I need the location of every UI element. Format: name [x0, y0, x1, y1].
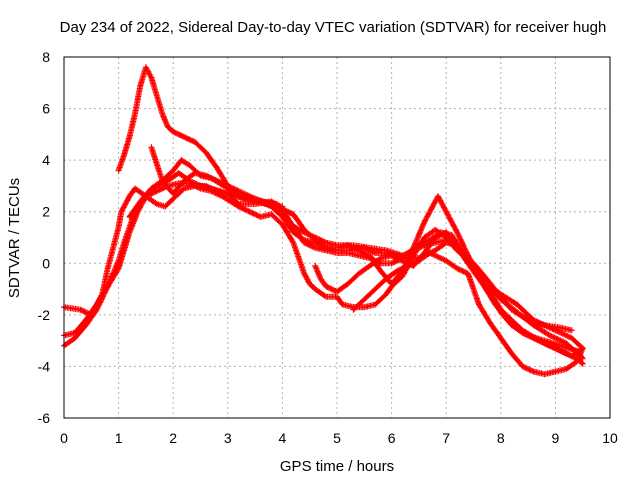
y-tick-label: 0: [42, 255, 50, 271]
x-tick-label: 1: [115, 430, 123, 446]
series-markers: [312, 229, 586, 367]
x-tick-label: 9: [552, 430, 560, 446]
x-tick-labels: 0 1 2 3 4 5 6 7 8 9 10: [60, 430, 618, 446]
x-tick-label: 10: [602, 430, 618, 446]
x-tick-label: 7: [442, 430, 450, 446]
x-tick-label: 0: [60, 430, 68, 446]
x-tick-label: 3: [224, 430, 232, 446]
x-axis-label: GPS time / hours: [280, 458, 394, 475]
y-tick-label: -4: [38, 358, 51, 374]
y-tick-label: 6: [42, 101, 50, 117]
x-tick-label: 5: [333, 430, 341, 446]
series-track-8: [312, 229, 586, 367]
series-track-7: [350, 250, 586, 378]
plot-frame: [63, 56, 611, 419]
y-tick-label: 2: [42, 204, 50, 220]
series-markers: [148, 144, 586, 360]
series-markers: [350, 250, 586, 378]
y-tick-label: -6: [38, 410, 51, 426]
x-tick-label: 4: [279, 430, 287, 446]
x-tick-label: 6: [388, 430, 396, 446]
chart-title: Day 234 of 2022, Sidereal Day-to-day VTE…: [60, 19, 607, 36]
grid-lines: [64, 57, 610, 418]
series-track-6: [148, 144, 586, 360]
y-tick-label: 8: [42, 49, 50, 65]
y-tick-label: 4: [42, 152, 50, 168]
y-tick-labels: -6 -4 -2 0 2 4 6 8: [38, 49, 51, 426]
y-axis-label: SDTVAR / TECUs: [6, 178, 23, 298]
x-tick-label: 8: [497, 430, 505, 446]
data-marks: [61, 64, 586, 378]
x-tick-label: 2: [169, 430, 177, 446]
y-tick-label: -2: [38, 307, 51, 323]
